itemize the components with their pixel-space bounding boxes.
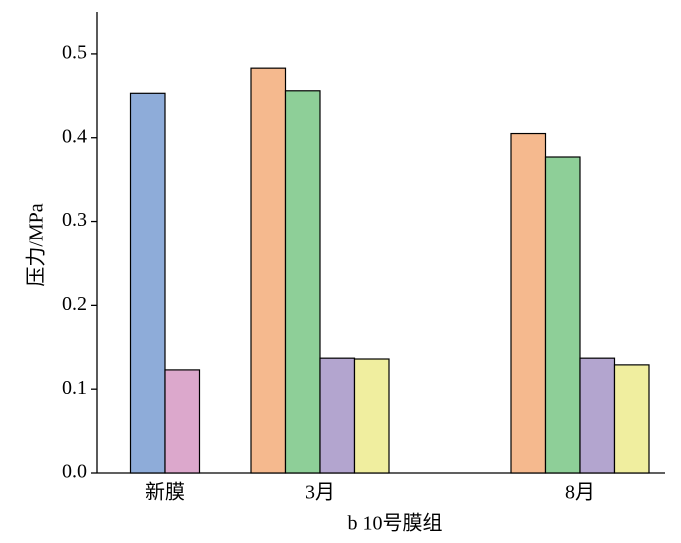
x-tick-label: 新膜 [145,481,185,504]
x-tick-label: 8月 [565,482,595,504]
y-tick-label: 0.5 [62,42,87,64]
bar [579,357,616,474]
bar [319,357,356,474]
bar [353,358,390,474]
bar [284,90,321,474]
bar [510,132,547,474]
y-tick-label: 0.4 [62,125,87,147]
bar [613,364,650,474]
y-tick-label: 0.1 [62,377,87,399]
y-tick-label: 0.2 [62,293,87,315]
y-tick-label: 0.0 [62,461,87,483]
x-tick-label: 3月 [305,482,335,504]
y-axis-title: 压力/MPa [25,203,48,286]
y-tick-label: 0.3 [62,209,87,231]
bar [544,156,581,474]
bar [129,92,166,474]
bar [164,369,201,474]
bar [250,67,287,474]
x-axis-title: b 10号膜组 [348,512,443,535]
